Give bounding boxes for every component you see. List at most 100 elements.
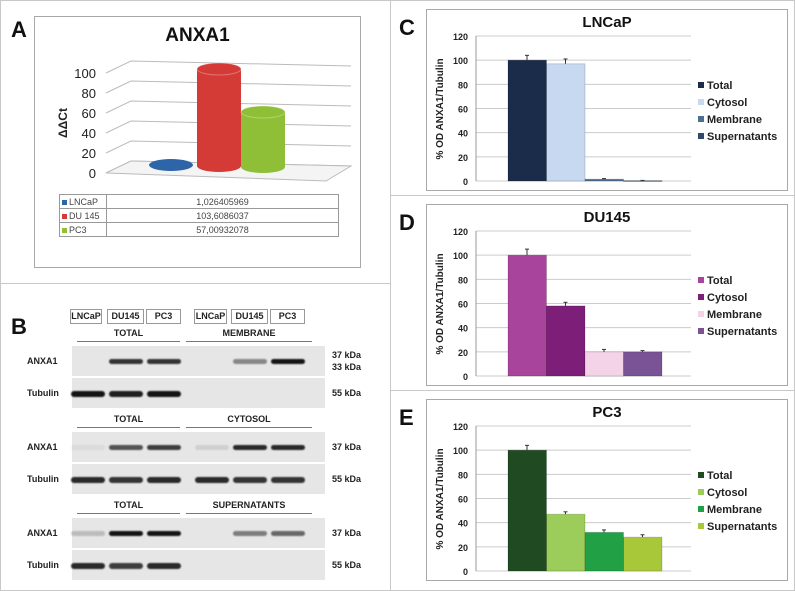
legend-label-supernatants: Supernatants (707, 131, 777, 143)
protein-band (271, 359, 305, 364)
chart-frame (426, 9, 788, 191)
table-value: 103,6086037 (106, 208, 339, 223)
panel-label-c: C (399, 15, 415, 40)
y-tick-label: 100 (74, 66, 96, 81)
panel-label-d: D (399, 210, 415, 235)
bar-membrane (584, 178, 624, 182)
panel-label-b: B (11, 314, 27, 339)
y-tick-label: 80 (458, 470, 468, 480)
bar-membrane (584, 351, 624, 377)
divider-line (77, 341, 180, 342)
legend-label-cytosol: Cytosol (707, 97, 747, 109)
molecular-weight-label: 37 kDa (332, 350, 362, 360)
legend-label-membrane: Membrane (707, 114, 762, 126)
bar-LNCaP (149, 159, 193, 171)
anxa1-row-label: ANXA1 (27, 442, 58, 452)
lane-label: LNCaP (70, 309, 102, 324)
protein-band (71, 563, 105, 569)
bar-cytosol (546, 305, 586, 377)
table-value: 57,00932078 (106, 222, 339, 237)
protein-band (147, 477, 181, 483)
table-row: DU 145 103,6086037 (59, 208, 339, 223)
anxa1-blot-strip (71, 432, 325, 462)
y-tick-label: 60 (458, 300, 468, 310)
legend-label-total: Total (707, 80, 732, 92)
molecular-weight-label: 37 kDa (332, 442, 362, 452)
tubulin-row-label: Tubulin (27, 560, 59, 570)
fraction-label-cytosol: CYTOSOL (227, 414, 271, 424)
bar-supernatants (623, 536, 663, 572)
gridline (105, 100, 352, 114)
legend-label-total: Total (707, 275, 732, 287)
chart-a-title: ANXA1 (165, 25, 230, 46)
panel-label-e: E (399, 405, 414, 430)
protein-band (71, 445, 105, 450)
legend-swatch (698, 328, 704, 334)
bar-PC3 (241, 111, 285, 167)
fraction-label-total: TOTAL (113, 328, 144, 338)
table-row: PC3 57,00932078 (59, 222, 339, 237)
bar-top (196, 62, 242, 76)
y-tick-label: 120 (453, 32, 468, 42)
fraction-label-membrane: MEMBRANE (222, 328, 276, 338)
lane-label: PC3 (146, 309, 181, 324)
molecular-weight-label: 55 kDa (332, 388, 362, 398)
protein-band (271, 531, 305, 536)
y-tick-label: 20 (458, 348, 468, 358)
chart-a-plot: 0 20 40 60 80 100 ΔΔCt (56, 60, 353, 182)
fraction-label-total: TOTAL (113, 414, 144, 424)
protein-band (109, 391, 143, 397)
y-tick-label: 40 (458, 519, 468, 529)
protein-band (109, 531, 143, 536)
table-value: 1,026405969 (106, 194, 339, 209)
y-tick-label: 100 (453, 251, 468, 261)
chart-plot: 0 20 40 60 80 100 120 % OD ANXA1/Tubulin Total Cy… (435, 227, 777, 382)
legend-label-supernatants: Supernatants (707, 326, 777, 338)
y-tick-label: 0 (463, 567, 468, 577)
table-category: PC3 (69, 224, 87, 235)
bar-membrane (584, 531, 624, 572)
chart-a-data-table: LNCaP 1,026405969 DU 145 103,6086037 PC3 57… (59, 194, 339, 237)
bar-supernatants (623, 351, 663, 377)
y-tick-label: 60 (82, 106, 96, 121)
anxa1-blot-strip (72, 346, 325, 376)
lane-label: DU145 (107, 309, 144, 324)
y-tick-label: 0 (463, 372, 468, 382)
protein-band (71, 531, 105, 536)
y-tick-label: 60 (458, 495, 468, 505)
tubulin-blot-strip (71, 378, 325, 408)
protein-band (109, 477, 143, 483)
protein-band (147, 391, 181, 397)
panel-a: A ANXA1 0 20 40 60 80 100 ΔΔCt LNCaP 1,02640596… (0, 0, 391, 284)
y-tick-label: 80 (458, 80, 468, 90)
gridline (105, 80, 352, 94)
molecular-weight-label: 55 kDa (332, 474, 362, 484)
protein-band (147, 531, 181, 536)
panel-c: C LNCaP 0 20 40 60 80 100 120 % OD ANXA1/Tubulin… (390, 0, 795, 196)
lane-label: PC3 (270, 309, 305, 324)
divider-line (77, 427, 180, 428)
panel-label-a: A (11, 17, 27, 42)
legend-swatch (698, 116, 704, 122)
y-tick-label: 100 (453, 446, 468, 456)
legend-swatch (698, 506, 704, 512)
protein-band (271, 445, 305, 450)
legend-swatch (62, 227, 67, 233)
legend-swatch (698, 294, 704, 300)
protein-band (71, 391, 105, 397)
y-tick-label: 0 (463, 177, 468, 187)
bar-base (197, 160, 241, 172)
lane-label: DU145 (231, 309, 268, 324)
bar-DU 145 (197, 69, 241, 166)
tubulin-row-label: Tubulin (27, 388, 59, 398)
legend-swatch (698, 133, 704, 139)
bar-total (507, 254, 547, 377)
gridline (105, 60, 352, 74)
table-row: LNCaP 1,026405969 (59, 194, 339, 209)
molecular-weight-label: 55 kDa (332, 560, 362, 570)
y-tick-label: 40 (458, 324, 468, 334)
divider-line (186, 513, 312, 514)
bar-cytosol (546, 513, 586, 572)
chart-title: LNCaP (582, 14, 632, 31)
bar-base (241, 161, 285, 173)
